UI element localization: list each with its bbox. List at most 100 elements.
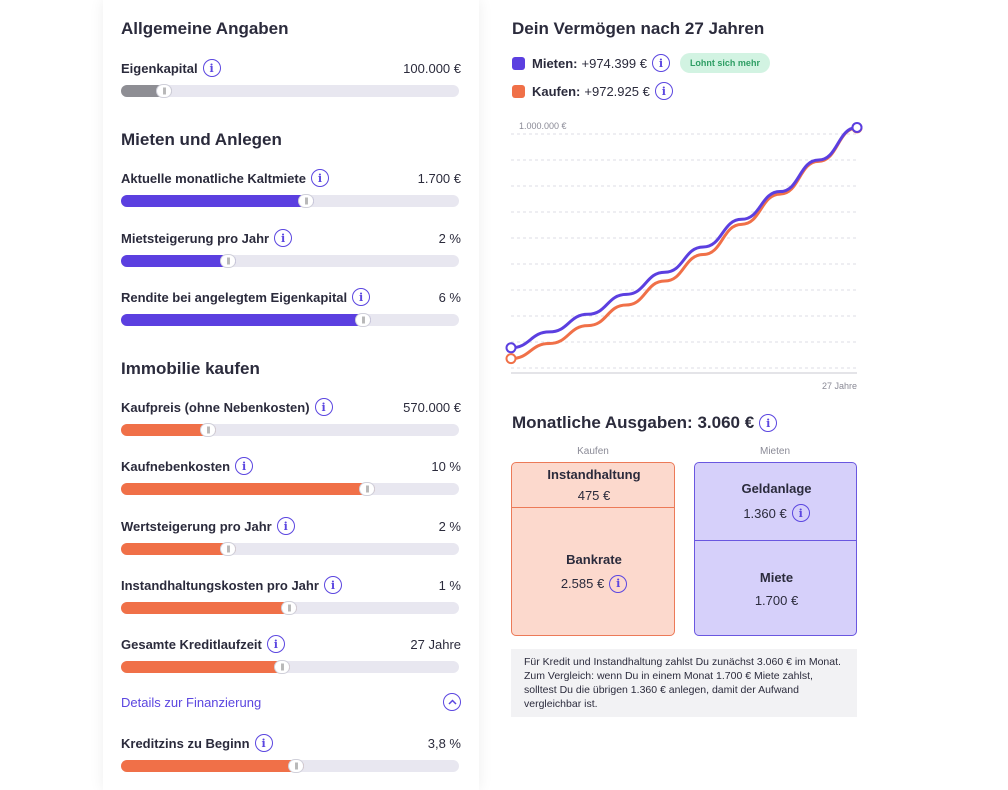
buy-start-point <box>505 353 517 365</box>
slider-handle[interactable]: ||| <box>355 313 371 327</box>
return-row: Rendite bei angelegtem Eigenkapital i 6 %… <box>121 287 461 327</box>
divider <box>512 507 674 508</box>
slider-handle[interactable]: ||| <box>220 542 236 556</box>
loan-term-label: Gesamte Kreditlaufzeit <box>121 636 262 652</box>
return-label: Rendite bei angelegtem Eigenkapital <box>121 289 348 305</box>
equity-row: Eigenkapital i 100.000 € ||| <box>121 58 461 98</box>
info-icon[interactable]: i <box>276 517 295 535</box>
loan-term-row: Gesamte Kreditlaufzeit i 27 Jahre ||| <box>121 634 461 674</box>
slider-handle[interactable]: ||| <box>220 254 236 268</box>
recommendation-badge: Lohnt sich mehr <box>679 53 770 73</box>
maintenance-cost-slider[interactable]: ||| <box>121 601 459 615</box>
info-icon[interactable]: i <box>202 59 221 77</box>
info-icon[interactable]: i <box>274 229 293 247</box>
slider-handle[interactable]: ||| <box>281 601 297 615</box>
x-tick-label: 27 Jahre <box>822 381 857 391</box>
buy-cost-box: Instandhaltung 475 € Bankrate 2.585 € i <box>511 462 675 636</box>
chevron-up-icon[interactable] <box>443 693 461 711</box>
rent-increase-slider[interactable]: ||| <box>121 254 459 268</box>
rent-label: Miete <box>759 569 794 585</box>
appreciation-slider[interactable]: ||| <box>121 542 459 556</box>
slider-handle[interactable]: ||| <box>288 759 304 773</box>
divider <box>695 540 856 541</box>
cold-rent-slider[interactable]: ||| <box>121 194 459 208</box>
interest-row: Kreditzins zu Beginn i 3,8 % ||| <box>121 733 461 773</box>
explanation-note: Für Kredit und Instandhaltung zahlst Du … <box>511 649 857 717</box>
equity-value: 100.000 € <box>403 60 461 76</box>
maintenance-label: Instandhaltung <box>547 467 641 482</box>
maintenance-value: 475 € <box>577 488 611 503</box>
rent-end-point <box>851 121 863 133</box>
maintenance-cell: Instandhaltung 475 € <box>512 463 674 507</box>
info-icon[interactable]: i <box>314 398 333 416</box>
bank-rate-cell: Bankrate 2.585 € i <box>512 508 674 635</box>
slider-handle[interactable]: ||| <box>298 194 314 208</box>
info-icon[interactable]: i <box>609 574 628 593</box>
info-icon[interactable]: i <box>323 576 342 594</box>
purchase-price-label: Kaufpreis (ohne Nebenkosten) <box>121 399 310 415</box>
investment-label: Geldanlage <box>741 481 812 496</box>
slider-fill <box>121 195 314 207</box>
closing-costs-row: Kaufnebenkosten i 10 % ||| <box>121 456 461 496</box>
interest-value: 3,8 % <box>427 735 461 751</box>
section-title-rent-invest: Mieten und Anlegen <box>121 130 282 149</box>
input-panel: Allgemeine Angaben Eigenkapital i 100.000… <box>103 0 479 790</box>
cold-rent-row: Aktuelle monatliche Kaltmiete i 1.700 € |… <box>121 168 461 208</box>
rent-column-label: Mieten <box>759 446 790 457</box>
investment-cell: Geldanlage 1.360 € i <box>695 463 856 540</box>
slider-handle[interactable]: ||| <box>274 660 290 674</box>
wealth-chart: 1.000.000 € 27 Jahre <box>505 121 863 391</box>
loan-term-slider[interactable]: ||| <box>121 660 459 674</box>
financing-details-toggle[interactable]: Details zur Finanzierung <box>121 693 461 711</box>
closing-costs-slider[interactable]: ||| <box>121 482 459 496</box>
maintenance-cost-row: Instandhaltungskosten pro Jahr i 1 % ||| <box>121 575 461 615</box>
rent-start-point <box>505 342 517 354</box>
purchase-price-value: 570.000 € <box>403 399 461 415</box>
purchase-price-slider[interactable]: ||| <box>121 423 459 437</box>
info-icon[interactable]: i <box>235 457 254 475</box>
investment-value: 1.360 € <box>743 505 787 521</box>
info-icon[interactable]: i <box>654 82 673 100</box>
slider-handle[interactable]: ||| <box>200 423 216 437</box>
interest-slider[interactable]: ||| <box>121 759 459 773</box>
appreciation-row: Wertsteigerung pro Jahr i 2 % ||| <box>121 516 461 556</box>
slider-fill <box>121 424 216 436</box>
rent-cost-box: Geldanlage 1.360 € i Miete 1.700 € <box>694 462 857 636</box>
rent-increase-row: Mietsteigerung pro Jahr i 2 % ||| <box>121 228 461 268</box>
cold-rent-value: 1.700 € <box>417 170 461 186</box>
purchase-price-row: Kaufpreis (ohne Nebenkosten) i 570.000 € … <box>121 397 461 437</box>
maintenance-cost-value: 1 % <box>438 577 461 593</box>
slider-handle[interactable]: ||| <box>359 482 375 496</box>
maintenance-cost-label: Instandhaltungskosten pro Jahr <box>121 577 319 593</box>
financing-details-link[interactable]: Details zur Finanzierung <box>121 694 262 710</box>
info-icon[interactable]: i <box>651 54 670 72</box>
equity-slider[interactable]: ||| <box>121 84 459 98</box>
cold-rent-label: Aktuelle monatliche Kaltmiete <box>121 170 306 186</box>
rent-cell: Miete 1.700 € <box>695 541 856 635</box>
slider-fill <box>121 314 371 326</box>
slider-fill <box>121 543 236 555</box>
info-icon[interactable]: i <box>266 635 285 653</box>
rent-increase-value: 2 % <box>438 230 461 246</box>
info-icon[interactable]: i <box>352 288 371 306</box>
slider-fill <box>121 760 304 772</box>
interest-label: Kreditzins zu Beginn <box>121 735 250 751</box>
closing-costs-value: 10 % <box>431 458 461 474</box>
buy-legend-value: +972.925 € <box>584 83 650 99</box>
buy-swatch <box>512 84 525 98</box>
rent-legend-label: Mieten: <box>532 55 578 71</box>
info-icon[interactable]: i <box>254 734 273 752</box>
info-icon[interactable]: i <box>310 169 329 187</box>
slider-fill <box>121 661 290 673</box>
slider-handle[interactable]: ||| <box>156 84 172 98</box>
info-icon[interactable]: i <box>759 414 778 432</box>
rent-swatch <box>512 56 525 70</box>
appreciation-label: Wertsteigerung pro Jahr <box>121 518 272 534</box>
wealth-title: Dein Vermögen nach 27 Jahren <box>512 19 765 38</box>
bank-rate-label: Bankrate <box>566 551 622 567</box>
legend-buy: Kaufen: +972.925 € i <box>512 82 673 100</box>
return-value: 6 % <box>438 289 461 305</box>
info-icon[interactable]: i <box>791 504 810 522</box>
return-slider[interactable]: ||| <box>121 313 459 327</box>
rent-series-line <box>510 125 858 350</box>
